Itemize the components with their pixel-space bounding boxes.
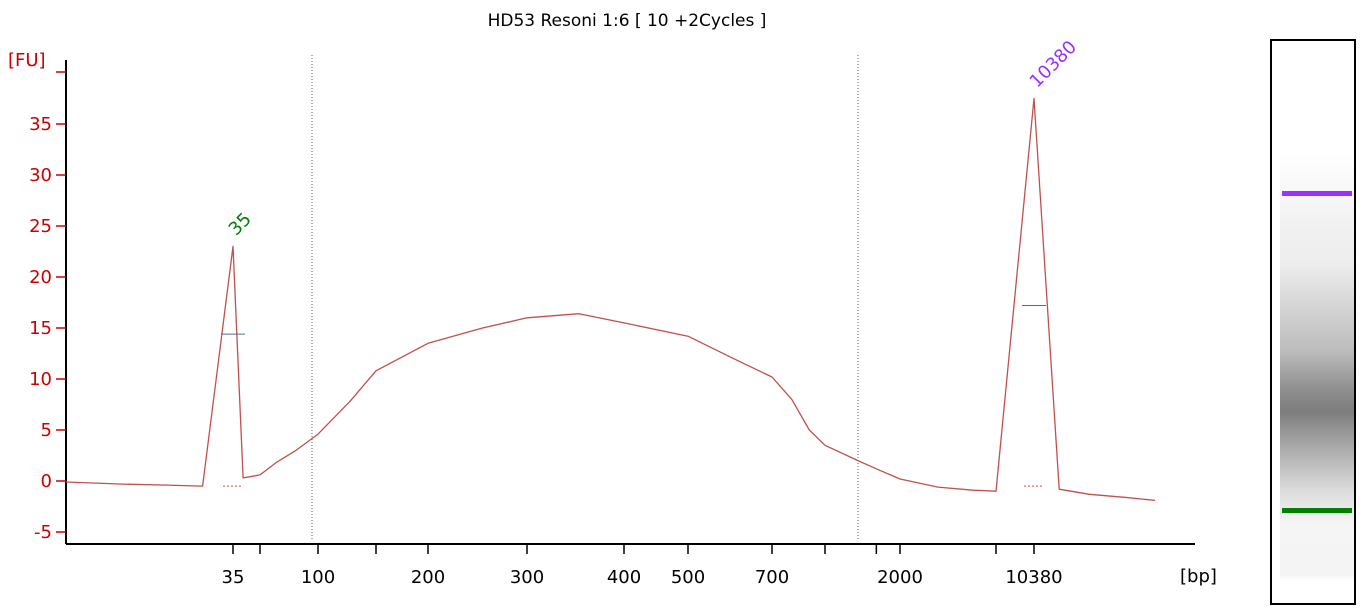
peak-label: 10380 (1026, 37, 1081, 92)
x-tick-label: 500 (671, 567, 705, 588)
y-tick-label: 25 (29, 216, 52, 237)
gel-smear (1280, 41, 1354, 603)
x-tick-label: 35 (222, 567, 245, 588)
trace-line (65, 97, 1156, 502)
gel-lane (1270, 39, 1356, 605)
plot-area: 35 10380 (65, 37, 1156, 502)
region-markers (311, 55, 859, 540)
y-tick-label: 5 (41, 420, 52, 441)
y-tick-label: 10 (29, 369, 52, 390)
chart-title: HD53 Resoni 1:6 [ 10 +2Cycles ] (488, 11, 767, 31)
peak-label: 35 (225, 209, 256, 240)
x-tick-label: 2000 (877, 567, 923, 588)
x-tick-label: 300 (510, 567, 544, 588)
y-tick-label: 35 (29, 114, 52, 135)
gel-lower-marker-band (1282, 508, 1352, 513)
x-tick-label: 100 (301, 567, 335, 588)
gel-upper-marker-band (1282, 191, 1352, 196)
y-tick-label: -5 (34, 522, 52, 543)
y-tick-label: 20 (29, 267, 52, 288)
x-axis-label: [bp] (1180, 566, 1217, 587)
y-axis-label: [FU] (8, 50, 46, 71)
x-tick-label: 700 (755, 567, 789, 588)
y-tick-label: 15 (29, 318, 52, 339)
y-tick-label: 30 (29, 165, 52, 186)
x-tick-label: 200 (411, 567, 445, 588)
x-tick-label: 400 (607, 567, 641, 588)
x-tick-label: 10380 (1005, 567, 1062, 588)
y-tick-label: 0 (41, 471, 52, 492)
axes: -5 0 5 10 15 20 25 30 35 35 100 200 300 400 500 700 2000… (29, 60, 1195, 588)
